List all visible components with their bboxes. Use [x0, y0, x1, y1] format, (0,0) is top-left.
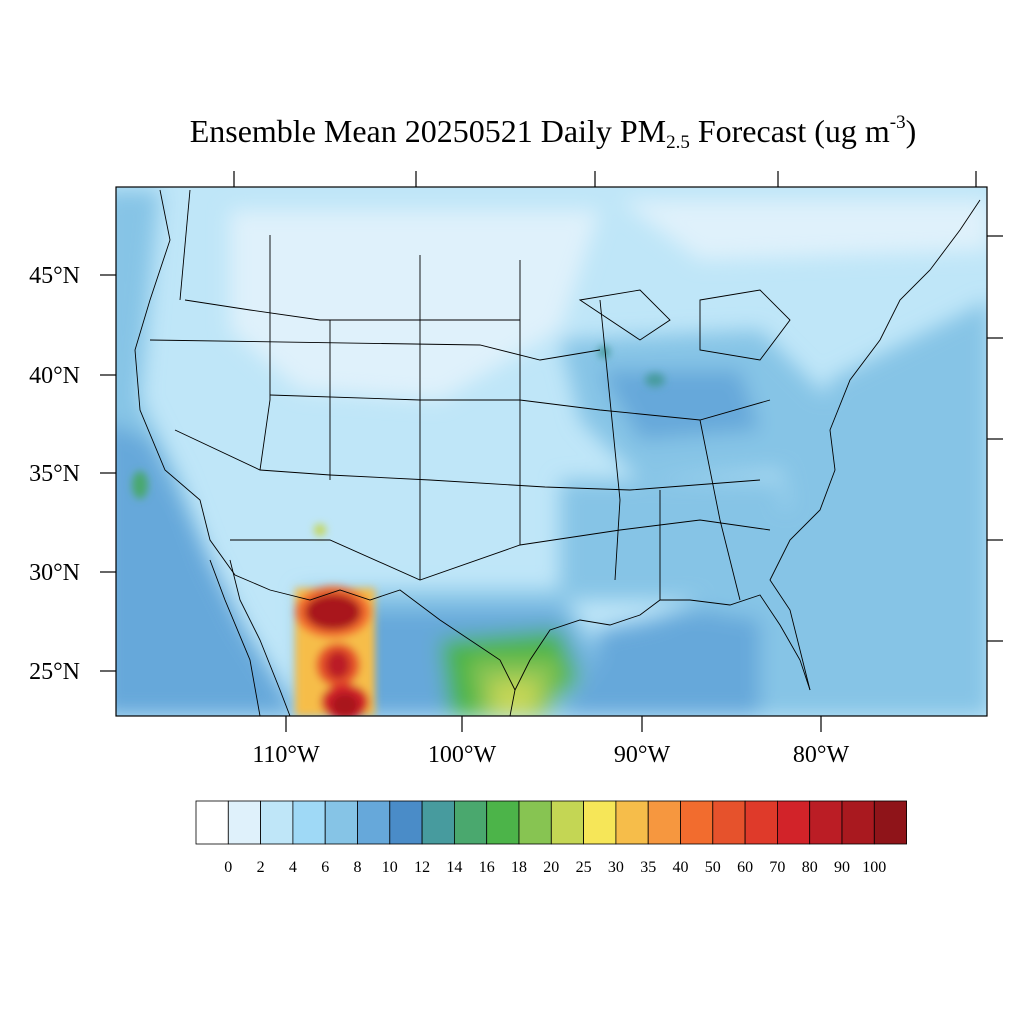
colorbar-swatch: [324, 800, 358, 845]
colorbar-label: 90: [834, 859, 850, 876]
colorbar-label: 35: [640, 859, 656, 876]
colorbar-swatch: [615, 800, 649, 845]
map-title: Ensemble Mean 20250521 Daily PM2.5 Forec…: [189, 112, 917, 153]
right-ticks: [987, 235, 1003, 642]
colorbar-swatch: [486, 800, 520, 845]
colorbar-swatch: [518, 800, 552, 845]
colorbar-label: 50: [705, 859, 721, 876]
colorbar-label: 40: [673, 859, 689, 876]
colorbar-swatch: [680, 800, 714, 845]
colorbar-label: 10: [382, 859, 398, 876]
colorbar-label: 60: [737, 859, 753, 876]
colorbar-label: 18: [511, 859, 527, 876]
colorbar-swatch: [583, 800, 617, 845]
colorbar-label: 0: [224, 859, 232, 876]
colorbar-label: 14: [446, 859, 462, 876]
colorbar-label: 25: [576, 859, 592, 876]
lat-label-25: 25°N: [29, 659, 80, 685]
colorbar-label: 12: [414, 859, 430, 876]
colorbar-swatch: [712, 800, 746, 845]
colorbar-label: 6: [321, 859, 329, 876]
colorbar-label: 100: [862, 859, 886, 876]
colorbar-label: 16: [479, 859, 495, 876]
lon-label-80w: 80°W: [793, 742, 850, 768]
lat-labels: 45°N 40°N 35°N 30°N 25°N: [29, 263, 80, 685]
colorbar-label: 4: [289, 859, 297, 876]
colorbar-swatch: [453, 800, 488, 845]
colorbar: [195, 800, 907, 845]
colorbar-swatch: [647, 800, 681, 845]
lon-label-100w: 100°W: [428, 742, 497, 768]
colorbar-swatch: [744, 800, 778, 845]
colorbar-label: 8: [354, 859, 362, 876]
left-ticks: [100, 274, 116, 672]
colorbar-label: 2: [257, 859, 265, 876]
colorbar-label: 20: [543, 859, 559, 876]
colorbar-label: 70: [769, 859, 785, 876]
lon-label-90w: 90°W: [614, 742, 671, 768]
colorbar-swatch: [292, 800, 326, 845]
lat-label-45: 45°N: [29, 263, 80, 289]
lat-label-40: 40°N: [29, 363, 80, 389]
colorbar-swatch: [260, 800, 294, 845]
colorbar-labels: 0 2 4 6 8 10 12 14 16 18 20 25 30 35 40 50 60 70 80 90 100: [224, 859, 886, 876]
map-frame: [115, 186, 988, 717]
colorbar-swatch: [389, 800, 423, 845]
lat-label-30: 30°N: [29, 560, 80, 586]
pm25-field: [116, 187, 987, 716]
colorbar-swatch: [873, 800, 907, 845]
colorbar-swatch: [841, 800, 875, 845]
lon-label-110w: 110°W: [252, 742, 320, 768]
colorbar-swatch: [809, 800, 843, 845]
colorbar-swatch: [421, 800, 455, 845]
lon-labels: 110°W 100°W 90°W 80°W: [252, 742, 849, 768]
colorbar-swatch: [195, 800, 229, 845]
bottom-ticks: [285, 716, 822, 732]
colorbar-label: 30: [608, 859, 624, 876]
colorbar-swatch: [227, 800, 262, 845]
colorbar-swatch: [357, 800, 391, 845]
top-ticks: [233, 171, 977, 187]
colorbar-swatch: [550, 800, 584, 845]
colorbar-swatch: [777, 800, 811, 845]
lat-label-35: 35°N: [29, 461, 80, 487]
colorbar-label: 80: [802, 859, 818, 876]
